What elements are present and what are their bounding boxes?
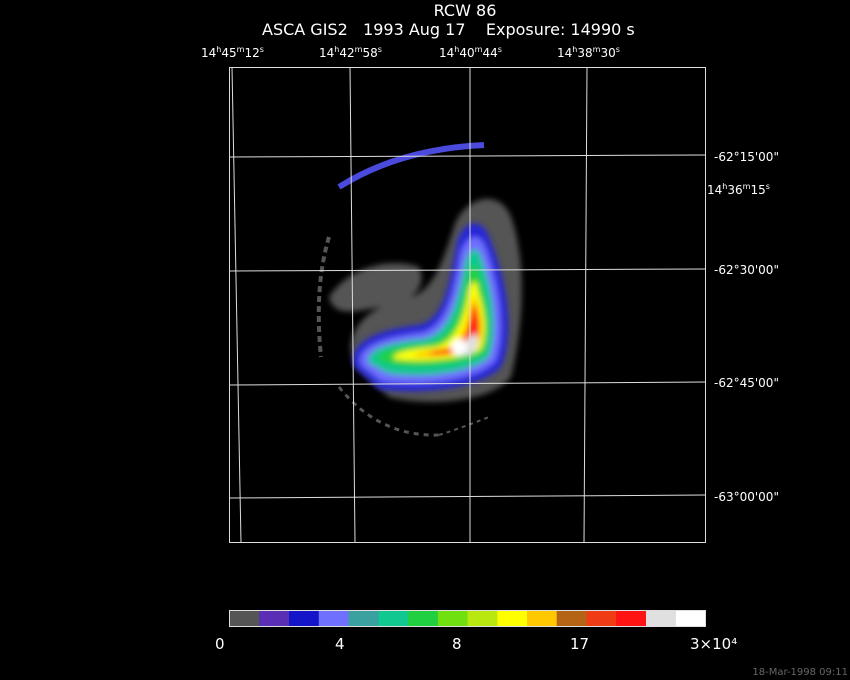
colorbar [229, 610, 706, 627]
ra-label-2: 14h42m58s [319, 45, 382, 60]
colorbar-frame [229, 610, 706, 627]
colorbar-cell [378, 610, 409, 627]
colorbar-cell [408, 610, 438, 627]
instrument-label: ASCA GIS2 [262, 20, 348, 39]
colorbar-tick-0: 0 [215, 635, 225, 653]
ra-label-1: 14h45m12s [201, 45, 264, 60]
date-label: 1993 Aug 17 [363, 20, 466, 39]
colorbar-cell [616, 610, 647, 627]
dec-label-1: -62°15'00" [714, 150, 779, 164]
colorbar-tick-3: 17 [570, 635, 590, 653]
colorbar-cell [229, 610, 260, 627]
colorbar-cell [646, 610, 676, 627]
emission-contours [353, 223, 509, 392]
xray-image-plot [229, 67, 707, 544]
exposure-label: Exposure: 14990 s [485, 20, 635, 39]
colorbar-cell [437, 610, 468, 627]
observation-header: ASCA GIS2 1993 Aug 17 Exposure: 14990 s [262, 20, 635, 39]
colorbar-cell [586, 610, 617, 627]
dec-label-4: -63°00'00" [714, 490, 779, 504]
colorbar-cell [259, 610, 290, 627]
colorbar-cell [527, 610, 557, 627]
colorbar-tick-4: 3×10⁴ [690, 635, 738, 653]
image-title: RCW 86 [433, 1, 497, 20]
colorbar-cell [497, 610, 528, 627]
dec-label-3: -62°45'00" [714, 376, 779, 390]
colorbar-cell [556, 610, 587, 627]
colorbar-tick-1: 4 [335, 635, 345, 653]
colorbar-tick-2: 8 [452, 635, 462, 653]
colorbar-cell [318, 610, 349, 627]
colorbar-cell [348, 610, 379, 627]
colorbar-cell [675, 610, 706, 627]
ra-label-5: 14h36m15s [707, 182, 770, 197]
timestamp: 18-Mar-1998 09:11 [752, 667, 848, 678]
ra-label-3: 14h40m44s [439, 45, 502, 60]
remnant-shell [316, 142, 490, 437]
colorbar-cell [289, 610, 319, 627]
dec-label-2: -62°30'00" [714, 263, 779, 277]
colorbar-cell [467, 610, 498, 627]
ra-label-4: 14h38m30s [557, 45, 620, 60]
coordinate-grid [229, 67, 707, 544]
